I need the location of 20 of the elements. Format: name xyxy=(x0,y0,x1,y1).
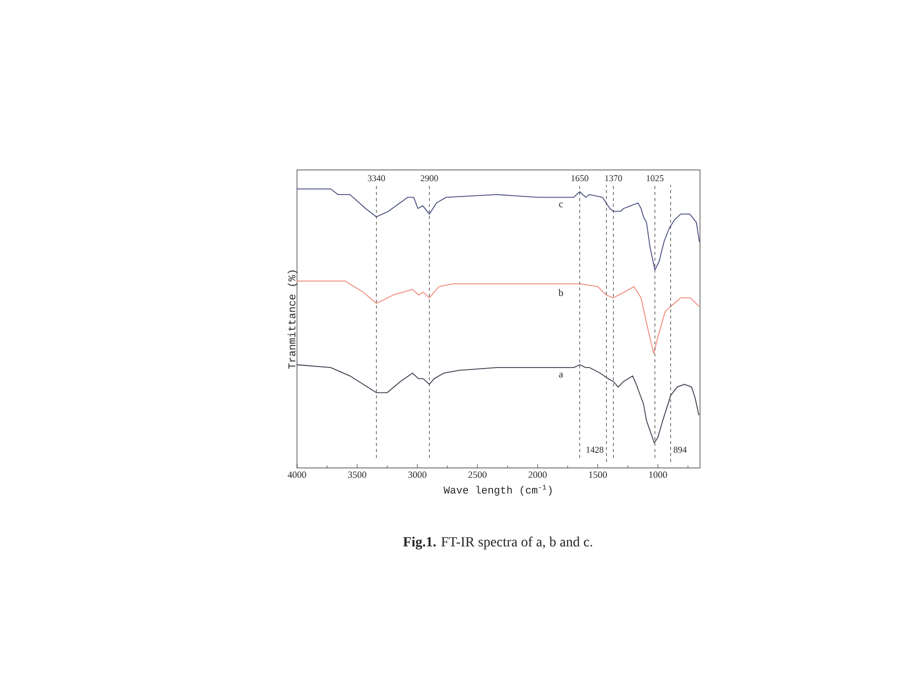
ref-line-label: 3340 xyxy=(368,175,386,182)
ref-line-label: 2900 xyxy=(420,175,438,182)
x-tick-label: 2500 xyxy=(468,472,487,478)
x-tick-label: 4000 xyxy=(288,472,306,478)
ref-line-label: 1370 xyxy=(605,175,622,182)
series-label: b xyxy=(558,289,564,296)
ref-line-label: 1650 xyxy=(572,175,588,182)
ref-line-label: 1025 xyxy=(646,175,664,182)
series-label: a xyxy=(559,372,564,378)
x-tick-label: 3500 xyxy=(348,472,366,478)
x-axis-title: Wave length (cm$^{-1}$) xyxy=(444,484,552,496)
text: Fig.1. FT-IR spectra of a, b and c. xyxy=(403,536,592,550)
y-axis-title: Tranmittance (%) xyxy=(288,270,298,369)
ref-line-label: 1428 xyxy=(586,446,604,453)
x-tick-label: 1000 xyxy=(649,472,668,478)
x-tick-label: 2000 xyxy=(528,472,547,478)
x-tick-label: 3000 xyxy=(408,472,426,478)
ref-line-label: 894 xyxy=(674,446,687,453)
x-tick-label: 1500 xyxy=(589,472,607,478)
series-label: c xyxy=(559,202,563,208)
